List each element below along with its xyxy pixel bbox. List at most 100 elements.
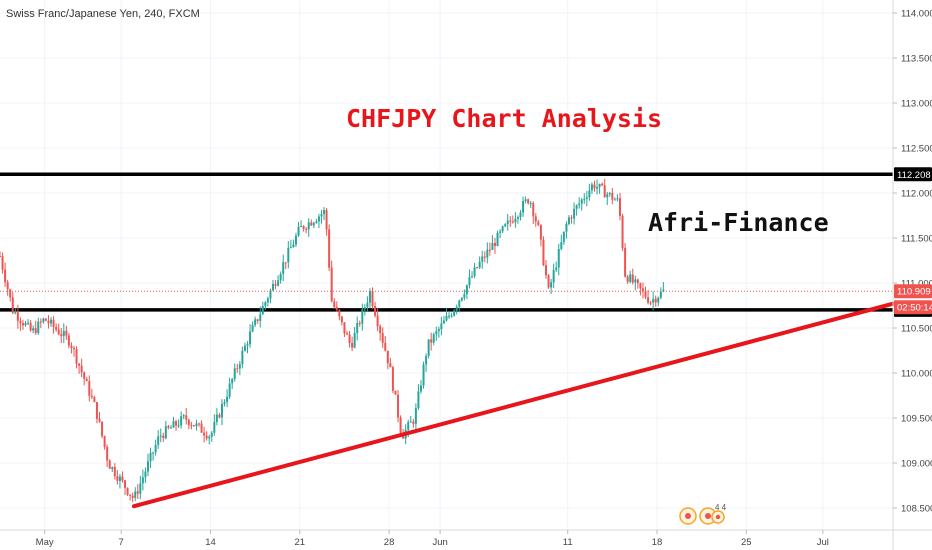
candle-body: [647, 297, 650, 303]
candle-body: [39, 321, 42, 323]
candle-body: [590, 184, 593, 191]
candle-body: [90, 395, 93, 398]
price-axis[interactable]: 108.500 109.000 109.500 110.000 110.500 111.0…: [892, 0, 932, 550]
candle-body: [231, 378, 234, 384]
candle-body: [93, 397, 96, 403]
candle-body: [277, 280, 280, 286]
candle-body: [55, 326, 58, 330]
price-tick-label: 109.000: [901, 459, 932, 470]
candle-body: [511, 221, 514, 223]
candle-body: [192, 425, 195, 427]
chart-title: CHFJPY Chart Analysis: [346, 104, 663, 133]
candle-body: [631, 274, 634, 283]
candle-body: [542, 239, 545, 266]
candle-body: [371, 291, 374, 307]
candle-body: [649, 302, 652, 304]
candle-body: [473, 267, 476, 277]
candle-body: [279, 273, 282, 281]
candle-body: [417, 391, 420, 409]
price-tick-label: 108.500: [901, 504, 932, 515]
candle-body: [351, 343, 354, 348]
chart-grid: [0, 0, 893, 530]
candle-body: [343, 322, 346, 334]
candle-body: [567, 217, 570, 224]
candle-body: [325, 210, 328, 230]
candle-body: [182, 415, 185, 417]
candle-body: [471, 276, 474, 278]
candle-body: [409, 421, 412, 423]
candle-body: [75, 349, 78, 364]
candle-body: [562, 231, 565, 243]
candle-body: [208, 436, 211, 439]
candle-body: [570, 217, 573, 219]
economic-events-icon[interactable]: 4 4: [678, 503, 738, 529]
candle-body: [618, 198, 621, 216]
candle-body: [261, 306, 264, 315]
candle-body: [427, 339, 430, 356]
candle-body: [353, 333, 356, 348]
candle-body: [141, 477, 144, 484]
candle-body: [598, 183, 601, 188]
candle-body: [302, 226, 305, 230]
candle-body: [300, 226, 303, 228]
time-axis[interactable]: May 7 14 21 28 Jun 11 18 25 Jul: [0, 529, 932, 548]
candle-body: [34, 328, 37, 333]
candle-body: [537, 221, 540, 225]
candle-body: [458, 300, 461, 307]
candle-body: [157, 436, 160, 445]
candle-body: [496, 232, 499, 246]
candle-body: [124, 480, 127, 488]
candle-body: [634, 279, 637, 283]
candle-body: [550, 282, 553, 288]
candle-body: [506, 220, 509, 225]
time-tick-label: 18: [652, 537, 663, 548]
candle-body: [328, 229, 331, 268]
candle-body: [338, 309, 341, 317]
candle-body: [259, 314, 262, 321]
candle-body: [596, 187, 599, 189]
candle-body: [580, 199, 583, 204]
candle-body: [294, 235, 297, 245]
candle-body: [11, 297, 14, 313]
candle-body: [407, 422, 410, 430]
candle-body: [465, 285, 468, 295]
candle-body: [223, 402, 226, 404]
candle-body: [228, 383, 231, 397]
candlestick-series: [0, 178, 665, 503]
candle-body: [24, 323, 27, 326]
candle-body: [62, 330, 65, 337]
time-tick-label: May: [36, 537, 54, 548]
candle-body: [269, 290, 272, 299]
candle-body: [103, 436, 106, 447]
candle-body: [422, 364, 425, 386]
candle-body: [448, 315, 451, 317]
candle-body: [312, 222, 315, 226]
price-tick-label: 113.000: [901, 99, 932, 110]
candle-body: [593, 184, 596, 189]
candle-body: [539, 224, 542, 240]
candle-body: [118, 476, 121, 481]
candle-body: [483, 256, 486, 258]
candle-body: [108, 460, 111, 469]
candle-body: [468, 277, 471, 286]
candle-body: [320, 214, 323, 217]
candle-body: [374, 306, 377, 316]
candle-body: [21, 323, 24, 326]
time-tick-label: 28: [384, 537, 395, 548]
price-tick-label: 110.000: [901, 369, 932, 380]
price-tick-label: 114.000: [901, 9, 932, 20]
level-price-tag-bg: [894, 167, 932, 182]
candle-body: [37, 321, 40, 333]
events-count: 4 4: [715, 503, 727, 512]
trendline[interactable]: [131, 301, 895, 509]
candle-body: [611, 192, 614, 200]
candle-body: [272, 283, 275, 291]
candle-body: [98, 418, 101, 422]
candle-body: [501, 226, 504, 232]
candle-body: [588, 190, 591, 198]
candle-body: [88, 381, 91, 396]
candle-body: [662, 289, 665, 292]
candle-body: [616, 198, 619, 200]
